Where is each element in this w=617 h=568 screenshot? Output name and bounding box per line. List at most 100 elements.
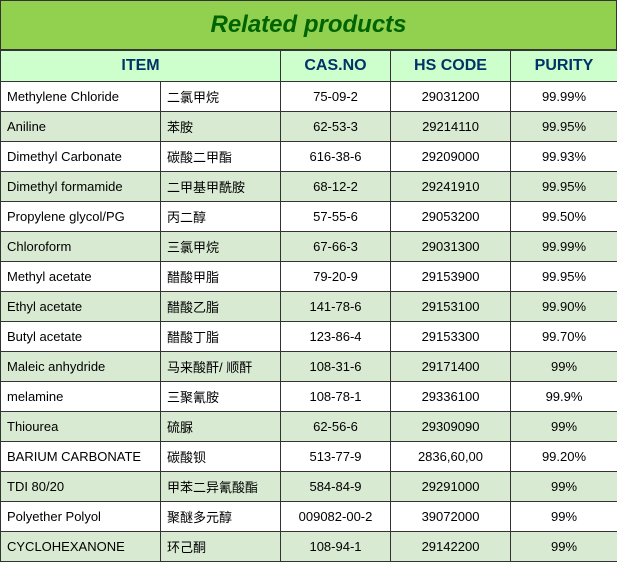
cell-purity: 99.20% bbox=[511, 442, 617, 472]
cell-hs: 29309090 bbox=[391, 412, 511, 442]
cell-purity: 99% bbox=[511, 532, 617, 562]
cell-hs: 29171400 bbox=[391, 352, 511, 382]
col-cas: CAS.NO bbox=[281, 51, 391, 82]
col-hs: HS CODE bbox=[391, 51, 511, 82]
cell-cas: 123-86-4 bbox=[281, 322, 391, 352]
cell-purity: 99% bbox=[511, 502, 617, 532]
cell-purity: 99.95% bbox=[511, 112, 617, 142]
related-products-panel: Related products ITEM CAS.NO HS CODE PUR… bbox=[0, 0, 617, 562]
table-row: Maleic anhydride马来酸酐/ 顺酐108-31-629171400… bbox=[1, 352, 617, 382]
cell-cas: 584-84-9 bbox=[281, 472, 391, 502]
cell-cas: 616-38-6 bbox=[281, 142, 391, 172]
col-purity: PURITY bbox=[511, 51, 617, 82]
table-row: Methylene Chloride二氯甲烷75-09-22903120099.… bbox=[1, 82, 617, 112]
cell-hs: 29153100 bbox=[391, 292, 511, 322]
cell-name-en: Butyl acetate bbox=[1, 322, 161, 352]
cell-name-cn: 二氯甲烷 bbox=[161, 82, 281, 112]
cell-name-cn: 环己酮 bbox=[161, 532, 281, 562]
cell-name-cn: 苯胺 bbox=[161, 112, 281, 142]
cell-purity: 99.99% bbox=[511, 82, 617, 112]
table-row: Methyl acetate醋酸甲脂79-20-92915390099.95% bbox=[1, 262, 617, 292]
cell-hs: 29214110 bbox=[391, 112, 511, 142]
cell-name-cn: 丙二醇 bbox=[161, 202, 281, 232]
cell-purity: 99.9% bbox=[511, 382, 617, 412]
cell-hs: 29336100 bbox=[391, 382, 511, 412]
table-row: Butyl acetate醋酸丁脂123-86-42915330099.70% bbox=[1, 322, 617, 352]
cell-purity: 99% bbox=[511, 352, 617, 382]
cell-name-en: Maleic anhydride bbox=[1, 352, 161, 382]
cell-name-en: Polyether Polyol bbox=[1, 502, 161, 532]
cell-name-cn: 甲苯二异氰酸酯 bbox=[161, 472, 281, 502]
cell-cas: 513-77-9 bbox=[281, 442, 391, 472]
cell-cas: 75-09-2 bbox=[281, 82, 391, 112]
table-row: Dimethyl Carbonate碳酸二甲酯616-38-6292090009… bbox=[1, 142, 617, 172]
cell-cas: 108-78-1 bbox=[281, 382, 391, 412]
cell-name-cn: 二甲基甲酰胺 bbox=[161, 172, 281, 202]
title-bar: Related products bbox=[0, 0, 617, 50]
cell-cas: 108-94-1 bbox=[281, 532, 391, 562]
cell-cas: 141-78-6 bbox=[281, 292, 391, 322]
cell-hs: 29142200 bbox=[391, 532, 511, 562]
table-row: CYCLOHEXANONE环己酮108-94-12914220099% bbox=[1, 532, 617, 562]
cell-purity: 99.90% bbox=[511, 292, 617, 322]
table-row: BARIUM CARBONATE碳酸钡513-77-92836,60,0099.… bbox=[1, 442, 617, 472]
table-body: Methylene Chloride二氯甲烷75-09-22903120099.… bbox=[1, 82, 617, 562]
cell-hs: 29241910 bbox=[391, 172, 511, 202]
cell-cas: 62-56-6 bbox=[281, 412, 391, 442]
cell-name-en: Propylene glycol/PG bbox=[1, 202, 161, 232]
table-row: Propylene glycol/PG丙二醇57-55-62905320099.… bbox=[1, 202, 617, 232]
cell-name-en: Aniline bbox=[1, 112, 161, 142]
table-row: melamine三聚氰胺108-78-12933610099.9% bbox=[1, 382, 617, 412]
products-table: ITEM CAS.NO HS CODE PURITY Methylene Chl… bbox=[0, 50, 617, 562]
cell-name-cn: 硫脲 bbox=[161, 412, 281, 442]
cell-name-en: Ethyl acetate bbox=[1, 292, 161, 322]
cell-name-en: Methyl acetate bbox=[1, 262, 161, 292]
cell-cas: 79-20-9 bbox=[281, 262, 391, 292]
cell-cas: 62-53-3 bbox=[281, 112, 391, 142]
cell-name-cn: 聚醚多元醇 bbox=[161, 502, 281, 532]
cell-name-cn: 马来酸酐/ 顺酐 bbox=[161, 352, 281, 382]
cell-name-cn: 三聚氰胺 bbox=[161, 382, 281, 412]
cell-name-en: melamine bbox=[1, 382, 161, 412]
table-row: Dimethyl formamide二甲基甲酰胺68-12-2292419109… bbox=[1, 172, 617, 202]
cell-cas: 108-31-6 bbox=[281, 352, 391, 382]
cell-cas: 68-12-2 bbox=[281, 172, 391, 202]
cell-purity: 99.95% bbox=[511, 172, 617, 202]
table-row: Polyether Polyol聚醚多元醇009082-00-239072000… bbox=[1, 502, 617, 532]
table-row: Aniline苯胺62-53-32921411099.95% bbox=[1, 112, 617, 142]
cell-name-cn: 醋酸乙脂 bbox=[161, 292, 281, 322]
table-header-row: ITEM CAS.NO HS CODE PURITY bbox=[1, 51, 617, 82]
cell-purity: 99% bbox=[511, 412, 617, 442]
cell-name-en: TDI 80/20 bbox=[1, 472, 161, 502]
cell-name-en: BARIUM CARBONATE bbox=[1, 442, 161, 472]
title-text: Related products bbox=[210, 11, 406, 38]
cell-purity: 99.70% bbox=[511, 322, 617, 352]
cell-name-cn: 醋酸甲脂 bbox=[161, 262, 281, 292]
cell-name-cn: 碳酸二甲酯 bbox=[161, 142, 281, 172]
cell-hs: 29153300 bbox=[391, 322, 511, 352]
cell-purity: 99% bbox=[511, 472, 617, 502]
cell-name-en: Methylene Chloride bbox=[1, 82, 161, 112]
table-row: Chloroform三氯甲烷67-66-32903130099.99% bbox=[1, 232, 617, 262]
cell-name-en: Thiourea bbox=[1, 412, 161, 442]
col-item: ITEM bbox=[1, 51, 281, 82]
cell-cas: 57-55-6 bbox=[281, 202, 391, 232]
cell-hs: 29209000 bbox=[391, 142, 511, 172]
cell-purity: 99.95% bbox=[511, 262, 617, 292]
table-row: TDI 80/20甲苯二异氰酸酯584-84-92929100099% bbox=[1, 472, 617, 502]
table-row: Ethyl acetate醋酸乙脂141-78-62915310099.90% bbox=[1, 292, 617, 322]
cell-name-en: CYCLOHEXANONE bbox=[1, 532, 161, 562]
cell-purity: 99.93% bbox=[511, 142, 617, 172]
cell-name-en: Dimethyl Carbonate bbox=[1, 142, 161, 172]
cell-hs: 29031200 bbox=[391, 82, 511, 112]
cell-purity: 99.50% bbox=[511, 202, 617, 232]
cell-name-cn: 三氯甲烷 bbox=[161, 232, 281, 262]
cell-cas: 67-66-3 bbox=[281, 232, 391, 262]
cell-hs: 39072000 bbox=[391, 502, 511, 532]
cell-hs: 29031300 bbox=[391, 232, 511, 262]
cell-name-en: Chloroform bbox=[1, 232, 161, 262]
cell-cas: 009082-00-2 bbox=[281, 502, 391, 532]
cell-hs: 29153900 bbox=[391, 262, 511, 292]
cell-name-en: Dimethyl formamide bbox=[1, 172, 161, 202]
table-row: Thiourea硫脲62-56-62930909099% bbox=[1, 412, 617, 442]
